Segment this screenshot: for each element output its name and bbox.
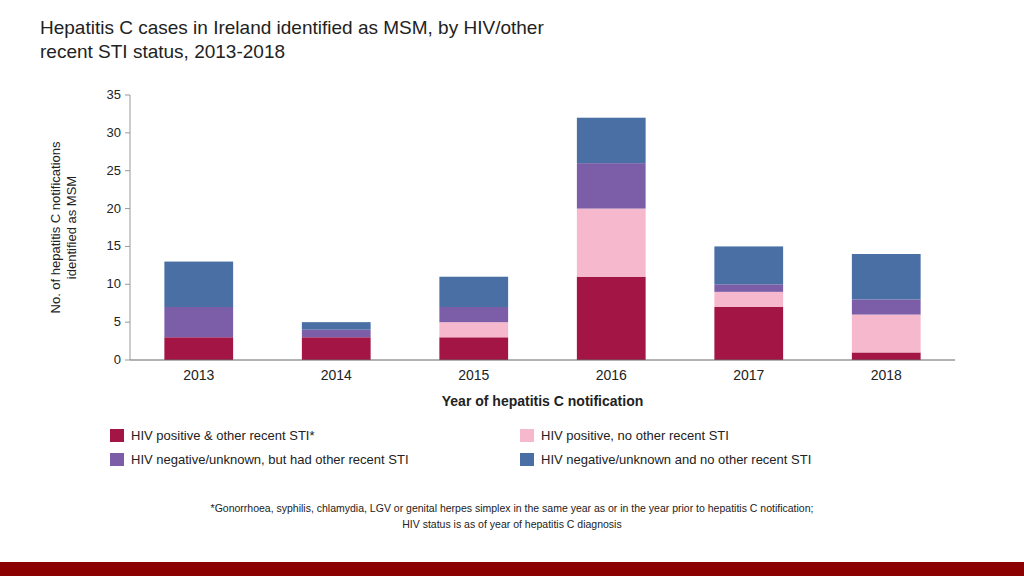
- x-tick-label: 2013: [183, 367, 214, 383]
- bar-segment: [714, 246, 783, 284]
- y-tick-label: 25: [107, 163, 121, 178]
- y-tick: [125, 246, 130, 247]
- title: Hepatitis C cases in Ireland identified …: [40, 17, 544, 62]
- y-axis-line: [130, 95, 131, 360]
- bar-segment: [164, 262, 233, 307]
- legend-label: HIV negative/unknown, but had other rece…: [131, 452, 409, 467]
- bar-segment: [577, 163, 646, 208]
- x-tick-label: 2015: [458, 367, 489, 383]
- legend-swatch: [520, 453, 534, 466]
- y-tick-label: 35: [107, 87, 121, 102]
- y-tick-label: 10: [107, 276, 121, 291]
- x-tick-label: 2018: [871, 367, 902, 383]
- legend: HIV positive & other recent STI* HIV posi…: [110, 428, 811, 467]
- x-axis: 2013 2014 2015 2016 2017 2018: [130, 360, 955, 383]
- legend-label: HIV positive & other recent STI*: [131, 428, 315, 443]
- footnote: *Gonorrhoea, syphilis, chlamydia, LGV or…: [211, 502, 814, 514]
- bar-segment: [164, 337, 233, 360]
- footer-band: [0, 562, 1024, 576]
- footnote: HIV status is as of year of hepatitis C …: [402, 518, 621, 530]
- y-tick: [125, 170, 130, 171]
- bar-segment: [302, 322, 371, 330]
- bar-segment: [164, 307, 233, 337]
- bar-segment: [577, 118, 646, 163]
- bar-segment: [439, 322, 508, 337]
- bar-segment: [852, 254, 921, 299]
- bar-segment: [714, 307, 783, 360]
- bar-segment: [577, 209, 646, 277]
- y-axis: 0 5 10 15 20 25 30 35: [107, 87, 130, 367]
- x-tick-label: 2014: [321, 367, 352, 383]
- legend-label: HIV negative/unknown and no other recent…: [541, 452, 811, 467]
- y-tick-label: 30: [107, 125, 121, 140]
- bar-segment: [302, 330, 371, 338]
- chart: Hepatitis C cases in Ireland identified …: [0, 0, 1024, 576]
- bar-segment: [852, 352, 921, 360]
- background: [0, 0, 1024, 576]
- y-axis-label: No. of hepatitis C notificationsidentifi…: [48, 141, 79, 313]
- y-tick: [125, 132, 130, 133]
- bar-segment: [577, 277, 646, 360]
- bar-segment: [714, 292, 783, 307]
- bar-segment: [852, 299, 921, 314]
- y-tick: [125, 208, 130, 209]
- y-tick-label: 5: [114, 314, 121, 329]
- x-axis-label: Year of hepatitis C notification: [442, 393, 643, 409]
- bar-segment: [439, 337, 508, 360]
- y-tick: [125, 284, 130, 285]
- legend-swatch: [110, 429, 124, 442]
- y-tick-label: 0: [114, 352, 121, 367]
- bar-segment: [714, 284, 783, 292]
- y-tick-label: 20: [107, 201, 121, 216]
- bar-segment: [852, 315, 921, 353]
- bar-segment: [302, 337, 371, 360]
- y-tick-label: 15: [107, 238, 121, 253]
- bars: [164, 118, 920, 360]
- y-tick: [125, 360, 130, 361]
- legend-swatch: [520, 429, 534, 442]
- x-axis-line: [130, 360, 955, 361]
- legend-label: HIV positive, no other recent STI: [541, 428, 729, 443]
- legend-swatch: [110, 453, 124, 466]
- x-tick-label: 2016: [596, 367, 627, 383]
- x-tick-label: 2017: [733, 367, 764, 383]
- bar-segment: [439, 307, 508, 322]
- y-tick: [125, 95, 130, 96]
- bar-segment: [439, 277, 508, 307]
- y-tick: [125, 322, 130, 323]
